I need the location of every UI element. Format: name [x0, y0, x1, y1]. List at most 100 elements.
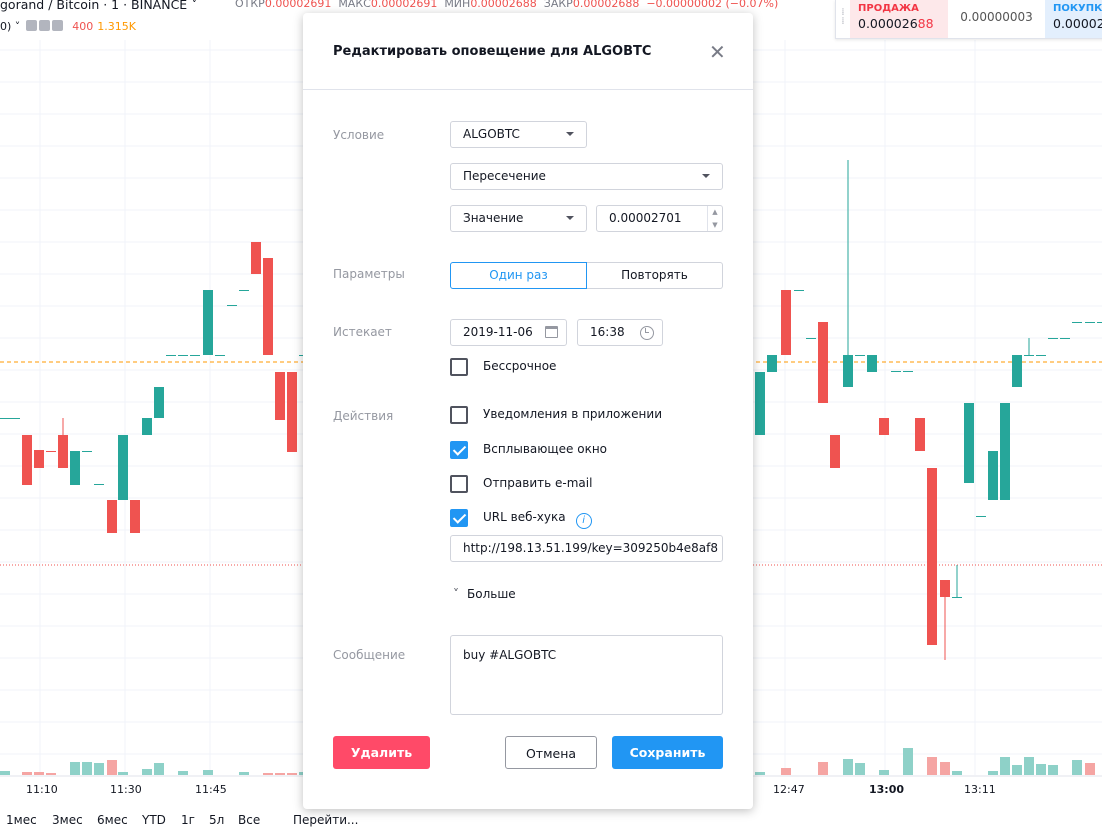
- crossing-select-value: Пересечение: [463, 169, 546, 183]
- volume-bar: [940, 762, 950, 775]
- range-1m-button[interactable]: 1мес: [6, 813, 37, 827]
- candle: [891, 371, 901, 372]
- clock-icon[interactable]: [640, 326, 654, 340]
- info-icon[interactable]: i: [575, 513, 592, 529]
- chevron-up-icon[interactable]: ▲: [712, 208, 718, 216]
- candle: [118, 435, 128, 500]
- volume-legend: 0) ˅ 400 1.315K: [0, 20, 136, 33]
- volume-value-a: 400: [72, 20, 94, 33]
- notify-app-checkbox[interactable]: [450, 406, 468, 424]
- candle: [263, 258, 273, 355]
- buy-button[interactable]: ПОКУПКА 0.00002: [1045, 0, 1102, 38]
- volume-bar: [263, 773, 273, 775]
- goto-date-button[interactable]: Перейти...: [293, 813, 359, 827]
- once-button[interactable]: Один раз: [450, 262, 587, 289]
- drag-handle-icon[interactable]: ⁞ ⁞: [841, 7, 845, 27]
- save-button[interactable]: Сохранить: [612, 736, 723, 769]
- message-textarea[interactable]: buy #ALGOBTC: [450, 635, 723, 715]
- value-input[interactable]: 0.00002701 ▲ ▼: [596, 205, 723, 232]
- range-3m-button[interactable]: 3мес: [52, 813, 83, 827]
- crossing-select[interactable]: Пересечение: [450, 163, 723, 190]
- candle: [755, 372, 765, 435]
- candle: [1048, 338, 1058, 339]
- eye-icon[interactable]: [25, 20, 37, 31]
- expiry-date-input[interactable]: 2019-11-06: [450, 319, 567, 346]
- spread-value: 0.00000003: [960, 10, 1033, 24]
- symbol-title[interactable]: gorand / Bitcoin · 1 · BINANCE: [0, 0, 188, 12]
- volume-bar: [239, 772, 249, 775]
- cancel-button[interactable]: Отмена: [505, 736, 597, 769]
- notify-app-label[interactable]: Уведомления в приложении: [483, 407, 662, 421]
- range-ytd-button[interactable]: YTD: [142, 813, 166, 827]
- volume-bar: [1012, 765, 1022, 775]
- more-toggle[interactable]: ˅ Больше: [453, 587, 516, 601]
- volume-bar: [952, 771, 962, 775]
- sell-button[interactable]: ПРОДАЖА 0.00002688: [850, 0, 948, 38]
- range-1y-button[interactable]: 1г: [181, 813, 195, 827]
- calendar-icon[interactable]: [545, 326, 558, 338]
- candle: [843, 355, 853, 387]
- unlimited-label[interactable]: Бессрочное: [483, 359, 557, 373]
- popup-checkbox[interactable]: [450, 441, 468, 459]
- candle: [46, 451, 56, 452]
- chevron-down-icon[interactable]: ˅: [191, 0, 198, 12]
- webhook-row: URL веб-хука i: [483, 510, 592, 529]
- candle: [227, 305, 237, 306]
- candle: [94, 484, 104, 485]
- condition-label: Условие: [333, 128, 385, 142]
- unlimited-checkbox[interactable]: [450, 358, 468, 376]
- symbol-select[interactable]: ALGOBTC: [450, 121, 587, 148]
- candle: [767, 355, 777, 372]
- volume-bar: [46, 773, 56, 775]
- email-checkbox[interactable]: [450, 475, 468, 493]
- repeat-button[interactable]: Повторять: [587, 262, 723, 289]
- message-label: Сообщение: [333, 648, 406, 662]
- time-label: 11:45: [195, 783, 227, 796]
- expiry-time-input[interactable]: 16:38: [577, 319, 663, 346]
- edit-alert-dialog: Редактировать оповещение для ALGOBTC ✕ У…: [303, 13, 753, 809]
- candle: [915, 418, 925, 451]
- candle: [952, 597, 962, 598]
- webhook-url-input[interactable]: http://198.13.51.199/key=309250b4e8af8: [450, 535, 723, 562]
- chevron-down-icon: ˅: [453, 587, 459, 601]
- candle: [166, 355, 176, 356]
- candle: [178, 355, 188, 356]
- value-stepper[interactable]: ▲ ▼: [707, 206, 722, 231]
- volume-bar: [781, 768, 791, 775]
- candle: [287, 372, 297, 452]
- sell-label: ПРОДАЖА: [858, 3, 919, 14]
- popup-label[interactable]: Всплывающее окно: [483, 442, 608, 456]
- chevron-down-icon[interactable]: ▼: [712, 220, 718, 229]
- candle: [0, 418, 10, 419]
- volume-bar: [275, 773, 285, 775]
- close-icon[interactable]: ✕: [709, 40, 726, 64]
- webhook-checkbox[interactable]: [450, 509, 468, 527]
- expiry-time-value: 16:38: [590, 325, 625, 339]
- delete-button[interactable]: Удалить: [333, 736, 430, 769]
- range-5y-button[interactable]: 5л: [209, 813, 225, 827]
- candle: [1085, 322, 1095, 323]
- open-label: ОТКР: [235, 0, 265, 10]
- volume-bar: [94, 763, 104, 775]
- candle: [830, 435, 840, 468]
- settings-icon[interactable]: [38, 20, 50, 31]
- change-value: −0.00000002 (−0.07%): [646, 0, 779, 10]
- volume-bar: [855, 763, 865, 775]
- candle: [806, 338, 816, 339]
- volume-bar: [154, 763, 164, 775]
- chevron-down-icon[interactable]: ˅: [14, 20, 21, 33]
- email-label[interactable]: Отправить e-mail: [483, 476, 593, 490]
- volume-bar: [1024, 757, 1034, 775]
- range-bar: 1мес 3мес 6мес YTD 1г 5л Все Перейти...: [0, 813, 1102, 827]
- actions-label: Действия: [333, 409, 394, 423]
- range-all-button[interactable]: Все: [238, 813, 261, 827]
- candle: [988, 451, 998, 500]
- webhook-label[interactable]: URL веб-хука: [483, 510, 566, 524]
- symbol-legend[interactable]: gorand / Bitcoin · 1 · BINANCE ˅: [0, 0, 197, 12]
- sell-price-highlight: 88: [917, 16, 934, 31]
- close-icon[interactable]: [51, 20, 63, 31]
- buy-price: 0.00002: [1053, 16, 1102, 31]
- candle: [154, 387, 164, 418]
- value-type-select[interactable]: Значение: [450, 205, 587, 232]
- range-6m-button[interactable]: 6мес: [97, 813, 128, 827]
